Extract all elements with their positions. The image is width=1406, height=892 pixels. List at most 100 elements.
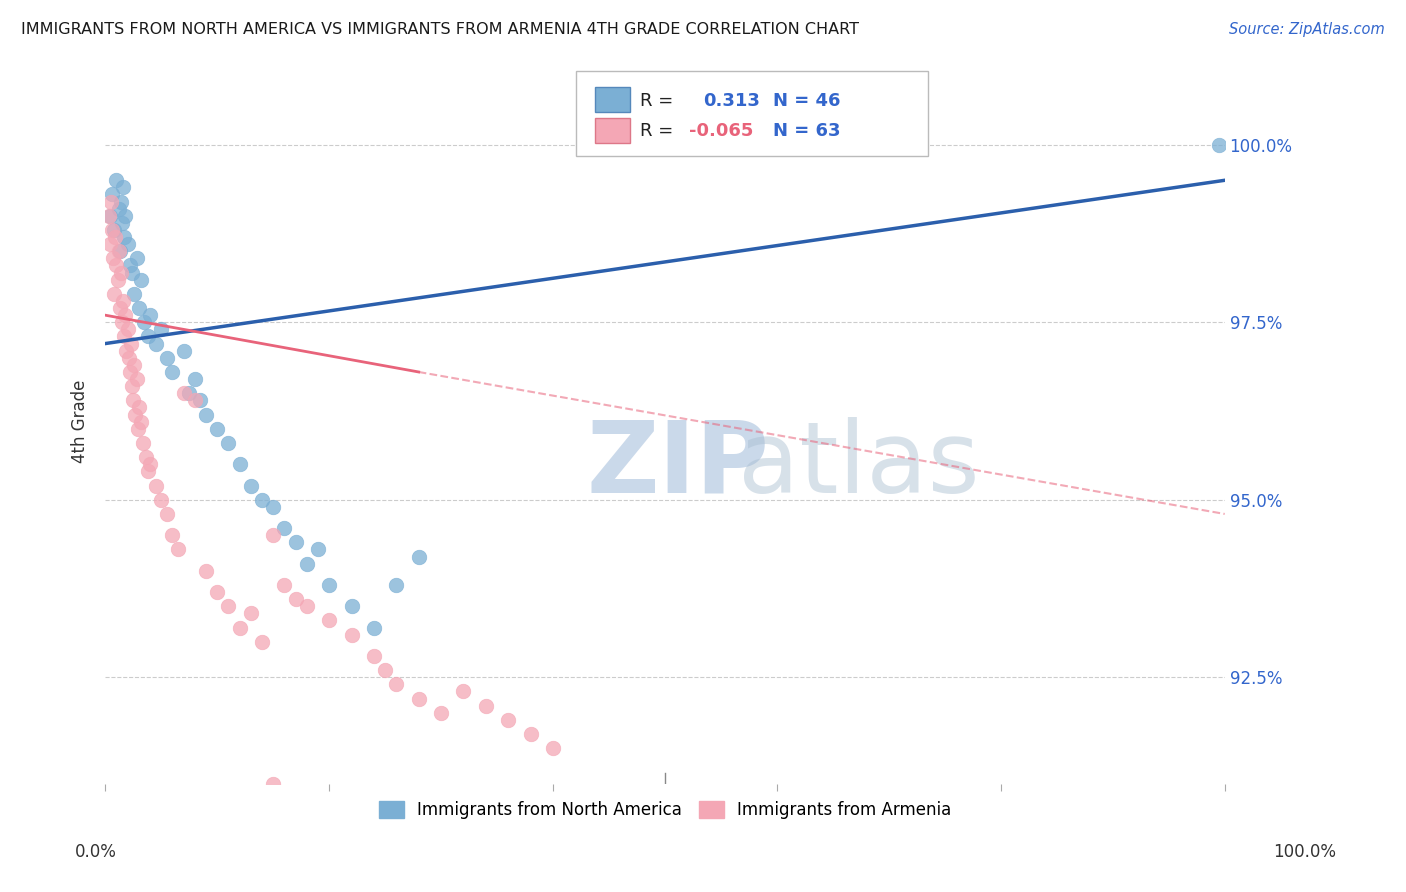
Point — [1208, 137, 1230, 152]
Point — [101, 187, 124, 202]
Point — [385, 578, 408, 592]
Point — [101, 252, 124, 266]
Point — [136, 464, 159, 478]
Text: R =: R = — [640, 92, 673, 110]
Point — [108, 301, 131, 315]
Text: R =: R = — [640, 122, 673, 140]
Point — [145, 336, 167, 351]
Point — [124, 358, 146, 372]
Point — [284, 535, 307, 549]
Point — [205, 422, 228, 436]
Point — [129, 273, 152, 287]
Point — [217, 599, 239, 614]
Point — [118, 259, 141, 273]
Point — [117, 322, 139, 336]
Point — [262, 777, 284, 791]
Point — [104, 230, 127, 244]
Point — [167, 542, 190, 557]
Point — [107, 202, 129, 216]
Point — [190, 393, 212, 408]
Legend: Immigrants from North America, Immigrants from Armenia: Immigrants from North America, Immigrant… — [373, 795, 957, 826]
Text: N = 46: N = 46 — [773, 92, 841, 110]
Point — [307, 542, 329, 557]
Point — [98, 237, 121, 252]
Point — [408, 691, 430, 706]
Point — [110, 194, 132, 209]
Point — [228, 621, 250, 635]
Point — [120, 336, 142, 351]
Text: -0.065: -0.065 — [689, 122, 754, 140]
Point — [128, 301, 150, 315]
Point — [110, 266, 132, 280]
Point — [408, 549, 430, 564]
Point — [250, 492, 273, 507]
Point — [112, 230, 135, 244]
Point — [150, 322, 173, 336]
Point — [363, 648, 385, 663]
Point — [134, 450, 156, 465]
Point — [121, 379, 143, 393]
Point — [101, 223, 124, 237]
Point — [112, 329, 135, 343]
Point — [117, 237, 139, 252]
Point — [374, 663, 396, 677]
Point — [541, 741, 564, 756]
Point — [150, 492, 173, 507]
Point — [194, 564, 217, 578]
Point — [145, 478, 167, 492]
Point — [273, 521, 295, 535]
Point — [97, 209, 120, 223]
Point — [228, 457, 250, 471]
Point — [107, 273, 129, 287]
Point — [103, 286, 125, 301]
Point — [156, 351, 179, 365]
Point — [295, 599, 318, 614]
Point — [318, 614, 340, 628]
Point — [295, 557, 318, 571]
Point — [184, 372, 207, 386]
Point — [340, 599, 363, 614]
Point — [134, 315, 156, 329]
Point — [430, 706, 453, 720]
Point — [184, 393, 207, 408]
Point — [475, 698, 498, 713]
Point — [118, 365, 141, 379]
Point — [273, 578, 295, 592]
Text: atlas: atlas — [738, 417, 980, 514]
Text: ZIP: ZIP — [586, 417, 769, 514]
Text: IMMIGRANTS FROM NORTH AMERICA VS IMMIGRANTS FROM ARMENIA 4TH GRADE CORRELATION C: IMMIGRANTS FROM NORTH AMERICA VS IMMIGRA… — [21, 22, 859, 37]
Point — [173, 343, 195, 358]
Point — [156, 507, 179, 521]
Point — [205, 585, 228, 599]
Point — [129, 415, 152, 429]
Point — [98, 209, 121, 223]
Point — [173, 386, 195, 401]
Text: 100.0%: 100.0% — [1274, 843, 1336, 861]
Text: 0.0%: 0.0% — [75, 843, 117, 861]
Point — [453, 684, 475, 698]
Point — [100, 194, 122, 209]
Point — [363, 621, 385, 635]
Point — [112, 293, 135, 308]
Point — [121, 266, 143, 280]
Y-axis label: 4th Grade: 4th Grade — [72, 380, 89, 463]
Point — [125, 372, 148, 386]
Point — [162, 365, 184, 379]
Point — [108, 244, 131, 259]
Point — [284, 592, 307, 607]
Point — [318, 578, 340, 592]
Point — [496, 713, 519, 727]
Point — [122, 393, 145, 408]
Point — [125, 252, 148, 266]
Point — [107, 244, 129, 259]
Point — [118, 351, 141, 365]
Point — [128, 401, 150, 415]
Point — [217, 436, 239, 450]
Point — [114, 209, 136, 223]
Point — [139, 308, 162, 322]
Point — [127, 422, 149, 436]
Point — [124, 408, 146, 422]
Point — [519, 727, 541, 741]
Point — [124, 286, 146, 301]
Point — [111, 315, 134, 329]
